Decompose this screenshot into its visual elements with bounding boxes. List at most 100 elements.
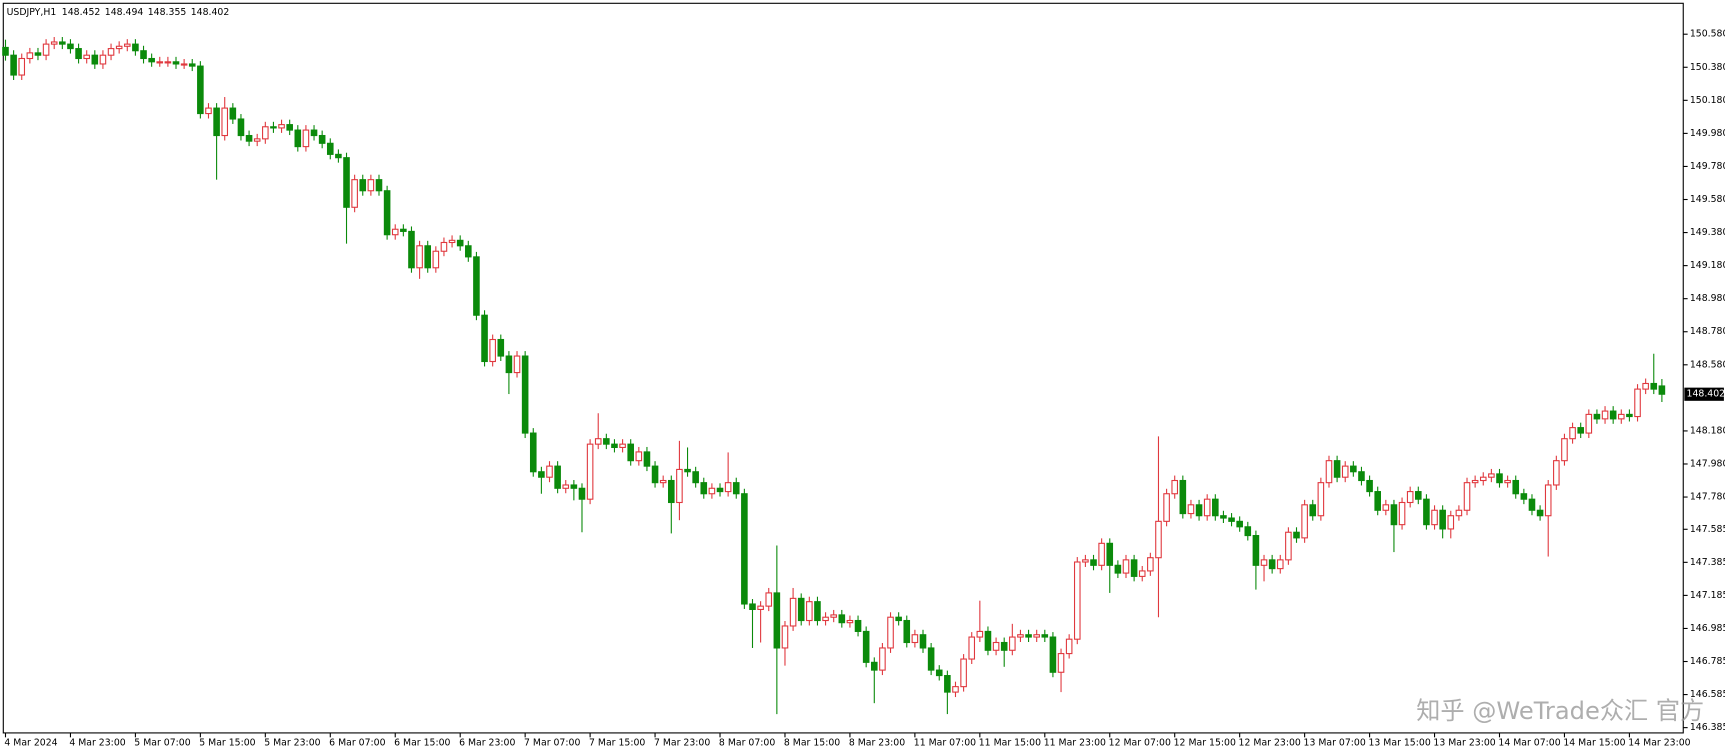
candle-body [1463,482,1471,511]
watermark: 知乎 @WeTrade众汇 官方 [1416,697,1704,725]
candle-body [50,41,58,45]
candle-body [968,636,976,660]
candle-body [1260,559,1268,566]
candle-body [1009,636,1016,651]
candle-body [1106,542,1114,566]
candle-body [741,493,748,605]
candle-body [684,468,691,473]
candle-body [1252,535,1260,566]
candle-body [140,50,147,60]
candle-body [1415,491,1422,500]
x-tick-label: 13 Mar 15:00 [1368,737,1430,748]
candle-body [205,107,212,115]
candle-body [1285,531,1292,561]
candle-body [1000,641,1008,651]
candle-body [229,107,237,120]
candle-body [1049,636,1057,673]
y-tick-label: 147.780 [1690,492,1725,503]
candle-body [1212,498,1219,517]
candle-body [1439,509,1446,530]
candle-body [1122,559,1130,574]
candle-body [1057,653,1065,673]
plot-frame [2,2,1684,734]
y-tick-label: 148.980 [1690,293,1725,304]
candle-body [1398,501,1406,526]
candle-body [1479,476,1487,482]
y-tick-label: 150.180 [1690,95,1725,106]
candle-body [1090,559,1097,566]
candle-body [42,43,50,56]
candle-body [1228,517,1235,522]
candle-body [67,43,74,50]
candle-body [164,61,172,64]
y-tick-label: 146.585 [1690,689,1725,700]
candle-body [375,179,383,192]
candle-body [1609,410,1617,420]
candle-body [862,630,870,663]
candle-body [1528,498,1536,511]
candle-body [984,630,992,651]
candle-body [1065,638,1073,655]
candle-body [188,63,196,67]
header-low: 148.355 [148,7,187,18]
candle-body [1114,564,1122,574]
candles [2,37,1666,715]
y-tick-label: 147.585 [1690,524,1725,535]
y-tick-label: 146.785 [1690,656,1725,667]
candle-body [594,438,602,445]
x-tick-label: 6 Mar 23:00 [459,737,515,748]
candle-body [1333,460,1341,478]
x-tick-label: 4 Mar 23:00 [69,737,125,748]
candle-body [879,647,886,671]
x-tick-label: 6 Mar 15:00 [394,737,450,748]
y-tick-label: 148.180 [1690,425,1725,436]
candle-body [1309,504,1317,517]
x-tick-label: 12 Mar 23:00 [1239,737,1301,748]
candle-body [278,124,285,129]
candle-body [432,250,440,269]
candle-body [668,479,675,504]
x-tick-label: 7 Mar 07:00 [524,737,580,748]
candle-body [262,126,269,140]
candle-body [1163,493,1170,522]
candle-body [335,153,342,159]
candle-body [107,48,115,56]
candle-body [1130,559,1138,577]
candle-body [1544,484,1552,517]
candle-body [1488,473,1495,478]
candle-body [489,338,496,363]
header-close: 148.402 [191,7,230,18]
candle-body [578,487,586,500]
candle-body [1098,542,1105,566]
candle-body [221,107,229,137]
candle-body [1520,493,1528,500]
candle-body [1431,509,1438,526]
candle-body [1650,382,1658,390]
candle-body [546,465,553,478]
candle-body [635,451,643,462]
price-label-bg [1684,387,1724,401]
candle-body [935,669,943,677]
candle-body [732,482,740,495]
candle-body [1577,427,1584,434]
candle-body [400,228,407,232]
candle-body [1585,413,1593,434]
candle-body [952,686,959,693]
y-tick-label: 150.580 [1690,29,1725,40]
candle-body [1203,498,1211,517]
candle-body [562,484,570,489]
candle-body [26,52,34,60]
y-tick-label: 150.380 [1690,62,1725,73]
y-tick-label: 149.780 [1690,161,1725,172]
candle-body [59,41,66,45]
candle-body [1179,479,1187,515]
candle-body [992,641,1000,651]
candle-body [529,432,537,473]
x-tick-label: 8 Mar 07:00 [719,737,775,748]
candle-body [326,142,334,155]
candle-body [676,468,683,504]
candle-body [83,54,90,60]
candle-body [586,443,594,500]
candle-body [911,634,919,644]
candle-body [237,118,245,137]
